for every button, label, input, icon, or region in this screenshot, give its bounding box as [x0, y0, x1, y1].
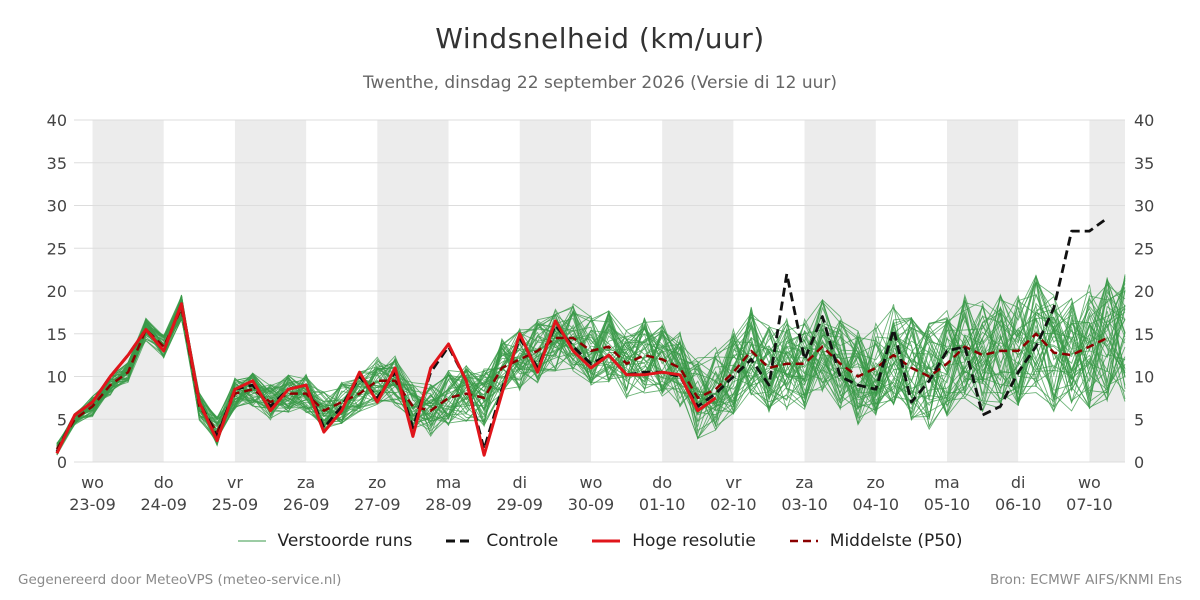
x-tick-day-2: vr	[227, 473, 243, 492]
y-tick-right-15: 15	[1134, 325, 1154, 344]
x-tick-date-3: 26-09	[283, 495, 330, 514]
ensemble-member-49	[56, 312, 1126, 452]
y-tick-left-20: 20	[47, 282, 67, 301]
legend: Verstoorde runs Controle Hoge resolutie …	[0, 531, 1200, 551]
median-line	[55, 306, 1108, 450]
ensemble-member-43	[56, 275, 1126, 452]
x-tick-day-11: zo	[867, 473, 885, 492]
x-tick-date-2: 25-09	[212, 495, 259, 514]
y-tick-right-10: 10	[1134, 368, 1154, 387]
x-tick-day-6: di	[512, 473, 527, 492]
x-tick-date-0: 23-09	[69, 495, 116, 514]
x-tick-day-13: di	[1011, 473, 1026, 492]
ensemble-member-44	[56, 277, 1126, 448]
footer-generated-by: Gegenereerd door MeteoVPS (meteo-service…	[18, 572, 342, 588]
x-tick-date-13: 06-10	[995, 495, 1042, 514]
y-tick-right-25: 25	[1134, 239, 1154, 258]
legend-item-median: Middelste (P50)	[789, 531, 963, 551]
x-tick-date-8: 01-10	[639, 495, 686, 514]
x-tick-date-4: 27-09	[354, 495, 401, 514]
x-tick-day-7: wo	[580, 473, 603, 492]
legend-swatch-control	[446, 539, 475, 543]
x-tick-day-12: ma	[934, 473, 959, 492]
x-tick-date-5: 28-09	[425, 495, 472, 514]
legend-swatch-median	[789, 539, 818, 543]
legend-item-ensemble: Verstoorde runs	[237, 531, 413, 551]
y-tick-right-40: 40	[1134, 111, 1154, 130]
legend-label-median: Middelste (P50)	[829, 531, 963, 551]
legend-item-control: Controle	[446, 531, 558, 551]
x-tick-day-1: do	[154, 473, 174, 492]
x-tick-day-14: wo	[1078, 473, 1101, 492]
y-tick-right-0: 0	[1134, 453, 1144, 472]
x-tick-date-9: 02-10	[710, 495, 757, 514]
y-tick-left-0: 0	[57, 453, 67, 472]
x-tick-day-10: za	[795, 473, 813, 492]
x-tick-day-3: za	[297, 473, 315, 492]
x-axis: wo 23-09 do 24-09 vr 25-09 za 26-09 zo 27-09 ma 28-…	[69, 473, 1112, 514]
x-tick-date-12: 05-10	[924, 495, 971, 514]
y-tick-left-15: 15	[47, 325, 67, 344]
legend-label-ensemble: Verstoorde runs	[277, 531, 413, 551]
legend-swatch-hires	[592, 539, 621, 543]
y-tick-right-35: 35	[1134, 154, 1154, 173]
x-tick-date-1: 24-09	[140, 495, 187, 514]
footer-source: Bron: ECMWF AIFS/KNMI Ens	[989, 572, 1182, 588]
y-tick-left-30: 30	[47, 197, 67, 216]
x-tick-date-14: 07-10	[1066, 495, 1113, 514]
y-tick-left-35: 35	[47, 154, 67, 173]
y-tick-left-5: 5	[57, 410, 67, 429]
chart-subtitle: Twenthe, dinsdag 22 september 2026 (Vers…	[362, 73, 838, 93]
x-tick-date-11: 04-10	[853, 495, 900, 514]
ensemble-member-47	[56, 274, 1126, 444]
legend-label-hires: Hoge resolutie	[632, 531, 756, 551]
y-tick-left-40: 40	[47, 111, 67, 130]
x-tick-day-8: do	[652, 473, 672, 492]
hires-line	[55, 302, 717, 457]
x-tick-day-9: vr	[725, 473, 741, 492]
x-tick-day-0: wo	[81, 473, 104, 492]
main-lines	[55, 217, 1109, 457]
chart-title: Windsnelheid (km/uur)	[435, 22, 765, 55]
y-tick-right-30: 30	[1134, 197, 1154, 216]
y-tick-right-5: 5	[1134, 410, 1144, 429]
chart-svg: 0 5 10 15 20 25 30 35 40 0 5 10 15 20 25 30 35 40 wo 23-0…	[47, 111, 1155, 514]
y-axis-left: 0 5 10 15 20 25 30 35 40	[47, 111, 67, 472]
y-tick-right-20: 20	[1134, 282, 1154, 301]
legend-item-hires: Hoge resolutie	[592, 531, 756, 551]
x-tick-date-6: 29-09	[496, 495, 543, 514]
ensemble-member-46	[56, 290, 1126, 449]
ensemble-member-41	[56, 294, 1126, 447]
y-axis-right: 0 5 10 15 20 25 30 35 40	[1134, 111, 1154, 472]
ensemble-member-45	[56, 306, 1126, 454]
ensemble-lines	[56, 274, 1126, 456]
x-tick-day-5: ma	[436, 473, 461, 492]
legend-swatch-ensemble	[237, 540, 266, 542]
x-tick-date-10: 03-10	[781, 495, 828, 514]
y-tick-left-10: 10	[47, 368, 67, 387]
x-tick-day-4: zo	[368, 473, 386, 492]
x-tick-date-7: 30-09	[568, 495, 615, 514]
legend-label-control: Controle	[486, 531, 559, 551]
y-tick-left-25: 25	[47, 239, 67, 258]
